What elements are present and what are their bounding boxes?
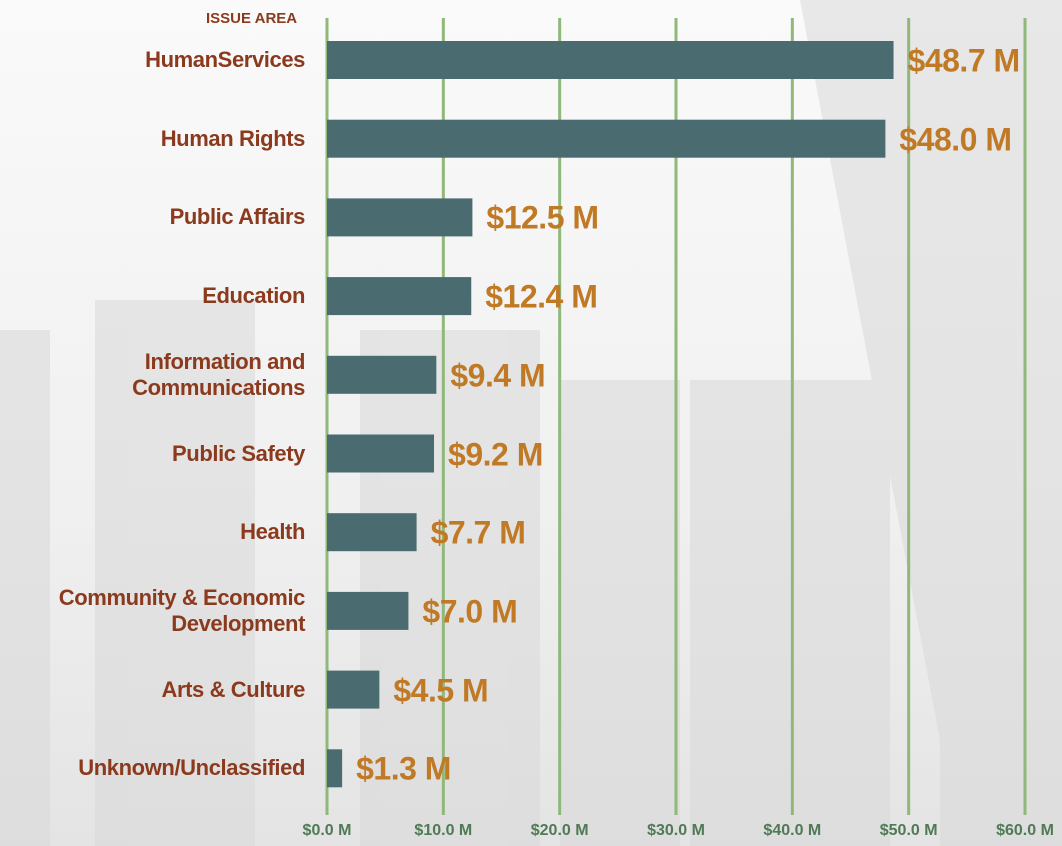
value-label: $7.0 M [422, 593, 518, 630]
x-tick-label: $30.0 M [647, 822, 705, 839]
bar [327, 198, 473, 237]
bar [327, 749, 343, 788]
axis-label: ISSUE AREA [206, 10, 298, 27]
value-label: $48.0 M [899, 121, 1012, 158]
bar [327, 355, 437, 394]
bar [327, 434, 435, 473]
category-label: Human Rights [160, 125, 306, 151]
bar [327, 41, 894, 79]
category-label: Arts & Culture [161, 676, 305, 702]
category-label: Education [202, 283, 305, 309]
category-label: Community & Economic Development [58, 584, 306, 636]
category-label: HumanServices [145, 47, 305, 72]
x-tick-label: $0.0 M [302, 822, 352, 839]
x-tick-label: $60.0 M [996, 822, 1054, 839]
bars [327, 41, 894, 788]
bar [327, 670, 380, 709]
bar [327, 513, 417, 552]
x-tick-label: $50.0 M [879, 822, 938, 839]
bar [327, 277, 472, 316]
category-label: Health [240, 519, 305, 545]
value-label: $12.5 M [486, 199, 599, 236]
category-label: Public Affairs [169, 204, 306, 230]
value-label: $48.7 M [907, 42, 1021, 79]
value-label: $12.4 M [485, 278, 598, 315]
value-label: $9.4 M [450, 357, 546, 394]
category-label: Information and Communications [132, 348, 305, 400]
category-label: Public Safety [172, 440, 305, 466]
x-tick-label: $40.0 M [763, 822, 822, 839]
value-label: $1.3 M [356, 750, 451, 787]
value-label: $7.7 M [430, 514, 526, 551]
value-label: $9.2 M [448, 436, 543, 472]
category-label: Unknown/Unclassified [78, 755, 305, 781]
bar [327, 119, 886, 158]
x-tick-label: $20.0 M [530, 822, 589, 839]
value-label: $4.5 M [393, 672, 489, 709]
bar [327, 591, 409, 630]
x-tick-label: $10.0 M [414, 822, 473, 839]
